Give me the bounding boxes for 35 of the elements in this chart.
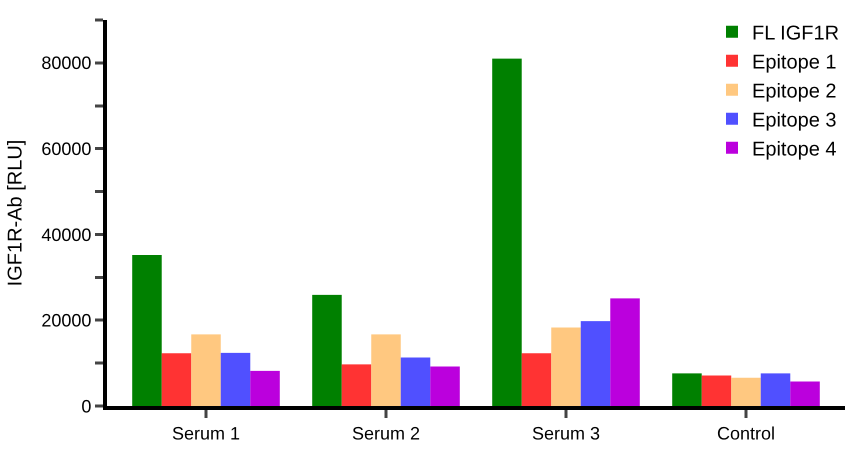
bar: [371, 334, 401, 406]
y-tick-label: 60000: [41, 138, 92, 159]
y-tick-label: 40000: [41, 224, 92, 245]
y-tick-label: 80000: [41, 53, 92, 74]
x-tick-label: Serum 3: [532, 424, 600, 444]
bar: [250, 370, 280, 406]
bar: [731, 378, 761, 406]
legend-label: Epitope 1: [752, 52, 837, 74]
y-axis-title: IGF1R-Ab [RLU]: [4, 140, 26, 286]
bar: [702, 376, 732, 406]
bar: [522, 353, 552, 406]
bar: [220, 352, 250, 406]
x-tick-label: Serum 2: [352, 424, 420, 444]
bar: [400, 358, 430, 406]
legend-label: Epitope 4: [752, 138, 837, 161]
bar: [672, 373, 702, 406]
y-tick-label: 20000: [41, 310, 92, 331]
bar: [191, 334, 221, 406]
y-tick-label: 0: [81, 396, 92, 416]
bar: [312, 294, 342, 406]
bar: [132, 255, 162, 406]
bar: [492, 58, 522, 406]
x-tick-label: Serum 1: [172, 424, 240, 444]
bar: [551, 328, 581, 406]
bar: [610, 298, 640, 406]
x-tick-label: Control: [716, 424, 776, 444]
bar: [580, 321, 610, 406]
bar: [430, 366, 460, 406]
bar: [162, 353, 192, 406]
bar: [760, 373, 790, 406]
legend-label: Epitope 3: [752, 110, 837, 132]
legend-label: Epitope 2: [752, 80, 837, 103]
bar: [342, 364, 372, 406]
legend-label: FL IGF1R: [752, 22, 840, 45]
bar: [790, 382, 820, 406]
